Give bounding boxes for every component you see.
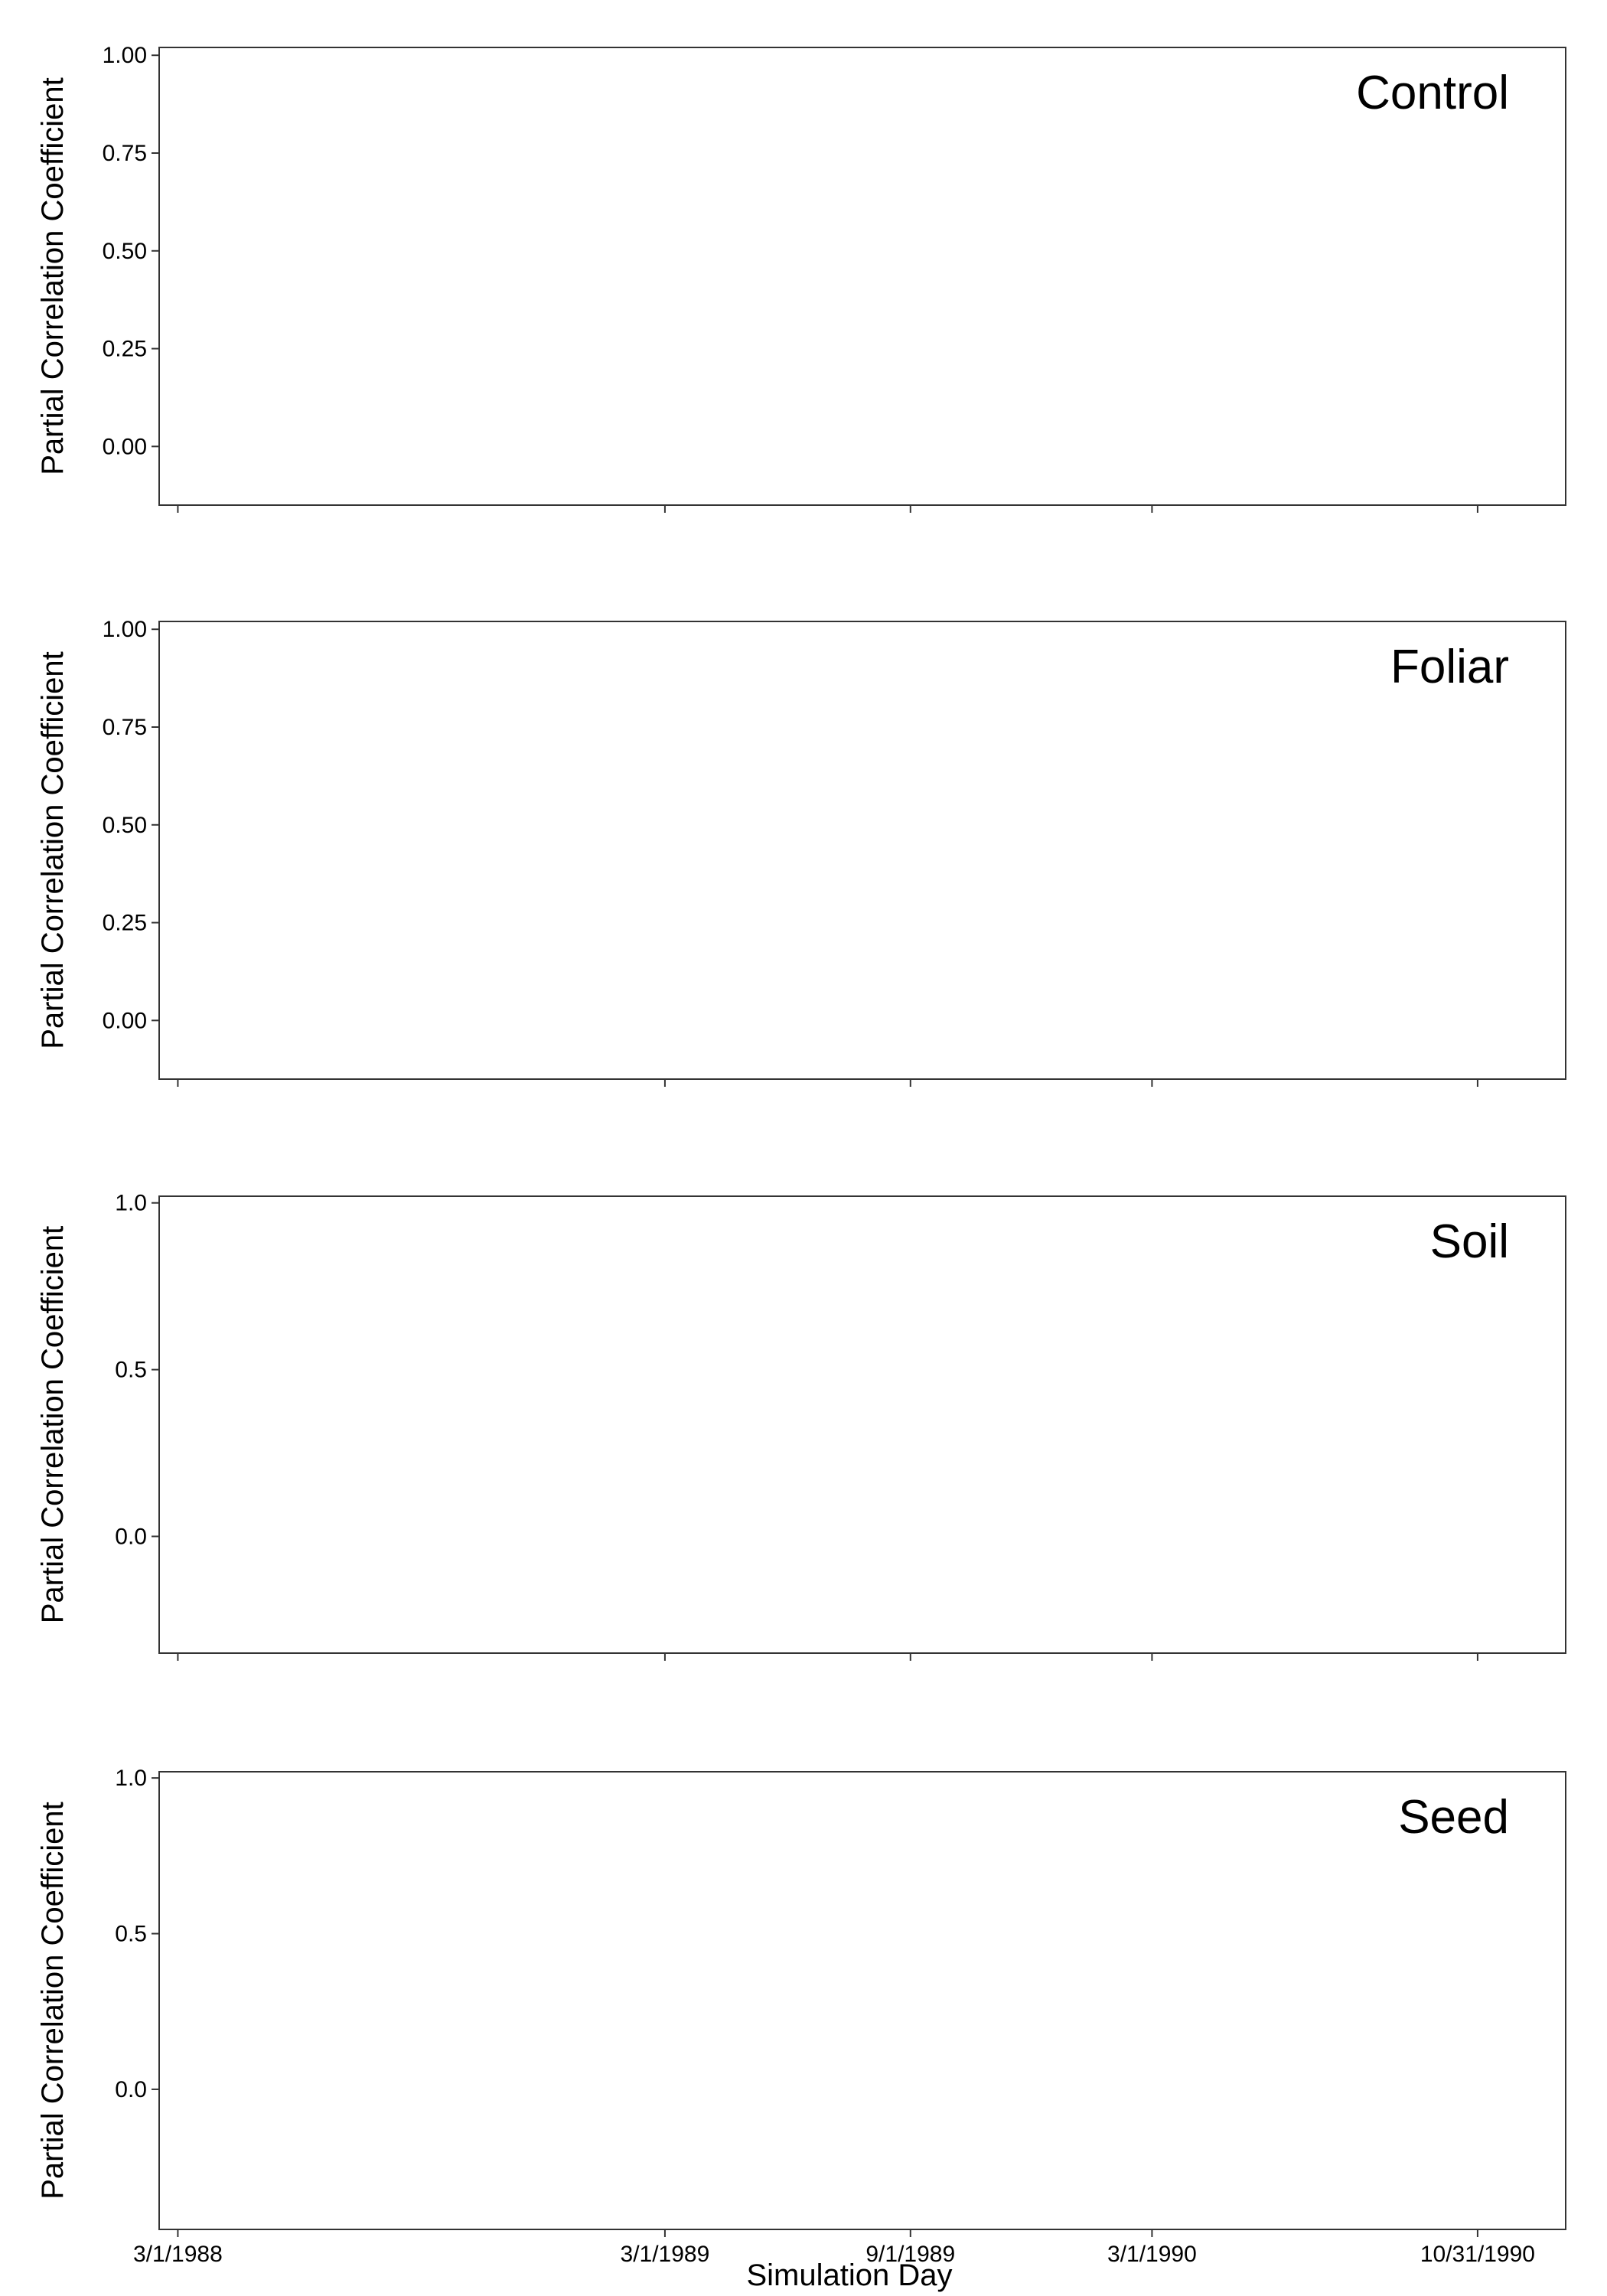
y-tick-label: 0.50: [103, 813, 147, 838]
x-axis-title: Simulation Day: [746, 2258, 952, 2292]
y-tick-label: 0.25: [103, 911, 147, 936]
panel-border: [158, 1771, 1566, 2230]
panel-foliar: 1.00 0.75 0.50 0.25 0.00 Partial Correlation …: [36, 617, 1566, 1087]
y-axis-title: Partial Correlation Coefficient: [36, 1802, 70, 2200]
panel-title: Soil: [1430, 1215, 1509, 1268]
panel-title: Control: [1356, 67, 1509, 119]
y-tick-label: 0.00: [103, 434, 147, 459]
y-tick-label: 0.00: [103, 1008, 147, 1033]
y-tick-label: 0.50: [103, 239, 147, 264]
panel-control: 1.00 0.75 0.50 0.25 0.00 Partial Correlation …: [36, 43, 1566, 513]
y-axis-title: Partial Correlation Coefficient: [36, 651, 70, 1049]
panel-border: [158, 621, 1566, 1080]
panels-layer: 1.00 0.75 0.50 0.25 0.00 Partial Correlation …: [36, 43, 1566, 2237]
y-tick-label: 0.5: [115, 1358, 147, 1383]
y-tick-label: 0.75: [103, 141, 147, 166]
x-tick-label: 3/1/1990: [1107, 2242, 1197, 2267]
panel-title: Foliar: [1390, 641, 1509, 693]
y-tick-label: 1.0: [115, 1766, 147, 1791]
y-tick-label: 1.0: [115, 1191, 147, 1216]
y-tick-label: 0.25: [103, 337, 147, 362]
x-tick-label: 9/1/1989: [865, 2242, 955, 2267]
panel-border: [158, 1195, 1566, 1654]
y-tick-label: 0.5: [115, 1922, 147, 1947]
y-axis-title: Partial Correlation Coefficient: [36, 77, 70, 475]
x-tick-label: 3/1/1989: [621, 2242, 710, 2267]
y-tick-label: 0.75: [103, 715, 147, 740]
panel-border: [158, 47, 1566, 506]
y-tick-label: 1.00: [103, 43, 147, 68]
panel-soil: 1.0 0.5 0.0 Partial Correlation Coefficient…: [36, 1191, 1566, 1661]
y-axis-title: Partial Correlation Coefficient: [36, 1226, 70, 1624]
y-tick-label: 0.0: [115, 2077, 147, 2102]
panel-seed: 1.0 0.5 0.0 Partial Correlation Coefficient…: [36, 1766, 1566, 2237]
panel-title: Seed: [1398, 1791, 1509, 1844]
x-tick-label: 10/31/1990: [1420, 2242, 1535, 2267]
x-tick-label: 3/1/1988: [133, 2242, 223, 2267]
shared-x-axis: 3/1/1988 3/1/1989 9/1/1989 3/1/1990 10/31/19…: [133, 2242, 1535, 2267]
y-tick-label: 0.0: [115, 1524, 147, 1549]
y-tick-label: 1.00: [103, 617, 147, 642]
